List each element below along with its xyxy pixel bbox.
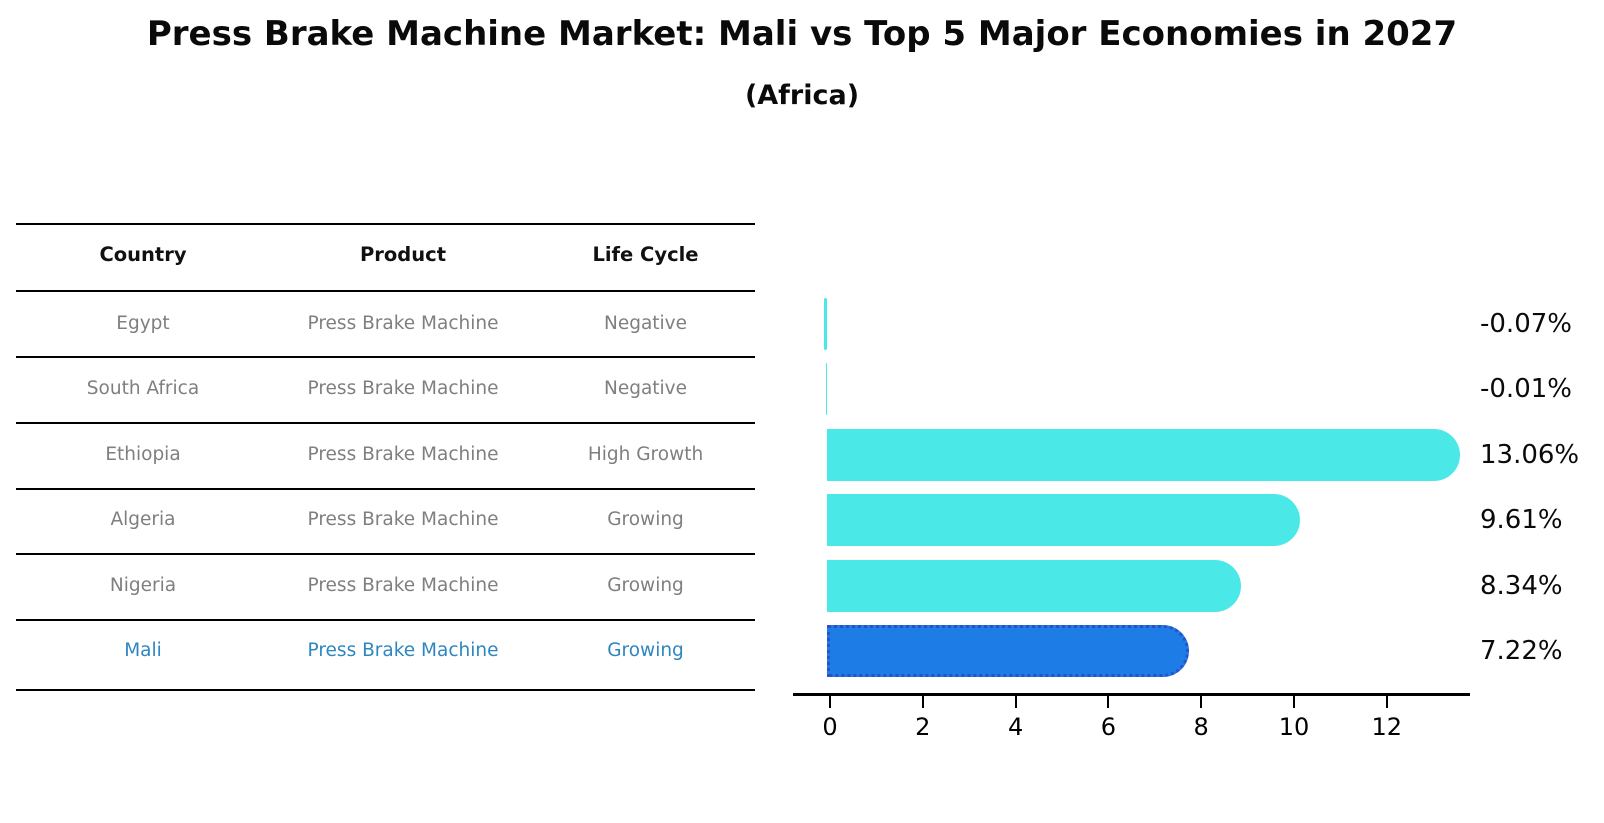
table-rule bbox=[16, 422, 755, 424]
x-axis-tick bbox=[829, 696, 831, 708]
table-cell-life-cycle: Negative bbox=[603, 313, 688, 334]
x-axis-line bbox=[793, 693, 1470, 696]
x-axis-tick-label: 4 bbox=[1007, 713, 1024, 741]
table-rule bbox=[16, 689, 755, 691]
x-axis-tick-label: 6 bbox=[1100, 713, 1117, 741]
table-header-country: Country bbox=[99, 243, 187, 266]
bar-value-label: 8.34% bbox=[1480, 571, 1563, 601]
x-axis-tick-label: 2 bbox=[915, 713, 931, 741]
table-cell-life-cycle: High Growth bbox=[587, 444, 704, 465]
table-row: Algeria Press Brake Machine Growing bbox=[16, 504, 755, 536]
table-row: Egypt Press Brake Machine Negative bbox=[16, 308, 755, 340]
x-axis-tick-label: 0 bbox=[822, 713, 838, 741]
table-rule bbox=[16, 356, 755, 358]
x-axis-tick bbox=[1200, 696, 1203, 708]
bar-value-label: 7.22% bbox=[1480, 636, 1563, 666]
table-cell-product: Press Brake Machine bbox=[307, 640, 499, 661]
x-axis-tick-label: 10 bbox=[1278, 713, 1310, 741]
x-axis-tick bbox=[1107, 696, 1110, 708]
table-cell-life-cycle: Growing bbox=[607, 640, 684, 661]
table-cell-life-cycle: Growing bbox=[607, 509, 684, 530]
bar-value-label: 13.06% bbox=[1480, 440, 1580, 470]
bar bbox=[827, 560, 1241, 612]
table-cell-country: Algeria bbox=[110, 509, 176, 530]
table-cell-country: Nigeria bbox=[109, 575, 177, 596]
table-rule bbox=[16, 488, 755, 490]
table-cell-product: Press Brake Machine bbox=[307, 378, 499, 399]
table-cell-product: Press Brake Machine bbox=[307, 575, 499, 596]
table-cell-life-cycle: Negative bbox=[603, 378, 688, 399]
x-axis-tick-label: 8 bbox=[1193, 713, 1209, 741]
bar-value-label: 9.61% bbox=[1480, 505, 1563, 535]
table-rule bbox=[16, 553, 755, 555]
table-cell-country: Ethiopia bbox=[105, 444, 181, 465]
table-header-life-cycle: Life Cycle bbox=[592, 243, 699, 266]
x-axis-tick bbox=[1014, 696, 1017, 708]
table-header-row: Country Product Life Cycle bbox=[16, 239, 755, 271]
chart-subtitle: (Africa) bbox=[744, 80, 860, 111]
table-rule bbox=[16, 619, 755, 621]
bar bbox=[827, 494, 1300, 546]
x-axis-tick bbox=[921, 696, 924, 708]
table-cell-country: Mali bbox=[124, 640, 162, 661]
table-rule bbox=[16, 223, 755, 225]
table-cell-life-cycle: Growing bbox=[607, 575, 684, 596]
bar-highlight-mali bbox=[827, 625, 1189, 677]
table-row: Ethiopia Press Brake Machine High Growth bbox=[16, 439, 755, 471]
table-row: Mali Press Brake Machine Growing bbox=[16, 635, 755, 667]
table-cell-product: Press Brake Machine bbox=[307, 509, 499, 530]
table-cell-product: Press Brake Machine bbox=[307, 313, 499, 334]
bar bbox=[827, 429, 1460, 481]
bar bbox=[823, 298, 827, 350]
table-cell-country: South Africa bbox=[86, 378, 200, 399]
x-axis-tick-label: 12 bbox=[1371, 713, 1403, 741]
table-row: South Africa Press Brake Machine Negative bbox=[16, 373, 755, 405]
table-rule bbox=[16, 290, 755, 292]
chart-title: Press Brake Machine Market: Mali vs Top … bbox=[146, 14, 1458, 54]
table-header-product: Product bbox=[359, 243, 447, 266]
bar-value-label: -0.07% bbox=[1480, 309, 1572, 339]
x-axis-tick bbox=[1385, 696, 1388, 708]
bar-value-label: -0.01% bbox=[1480, 374, 1572, 404]
table-cell-product: Press Brake Machine bbox=[307, 444, 499, 465]
table-row: Nigeria Press Brake Machine Growing bbox=[16, 570, 755, 602]
x-axis-tick bbox=[1293, 696, 1295, 708]
table-cell-country: Egypt bbox=[116, 313, 170, 334]
bar bbox=[825, 363, 827, 415]
